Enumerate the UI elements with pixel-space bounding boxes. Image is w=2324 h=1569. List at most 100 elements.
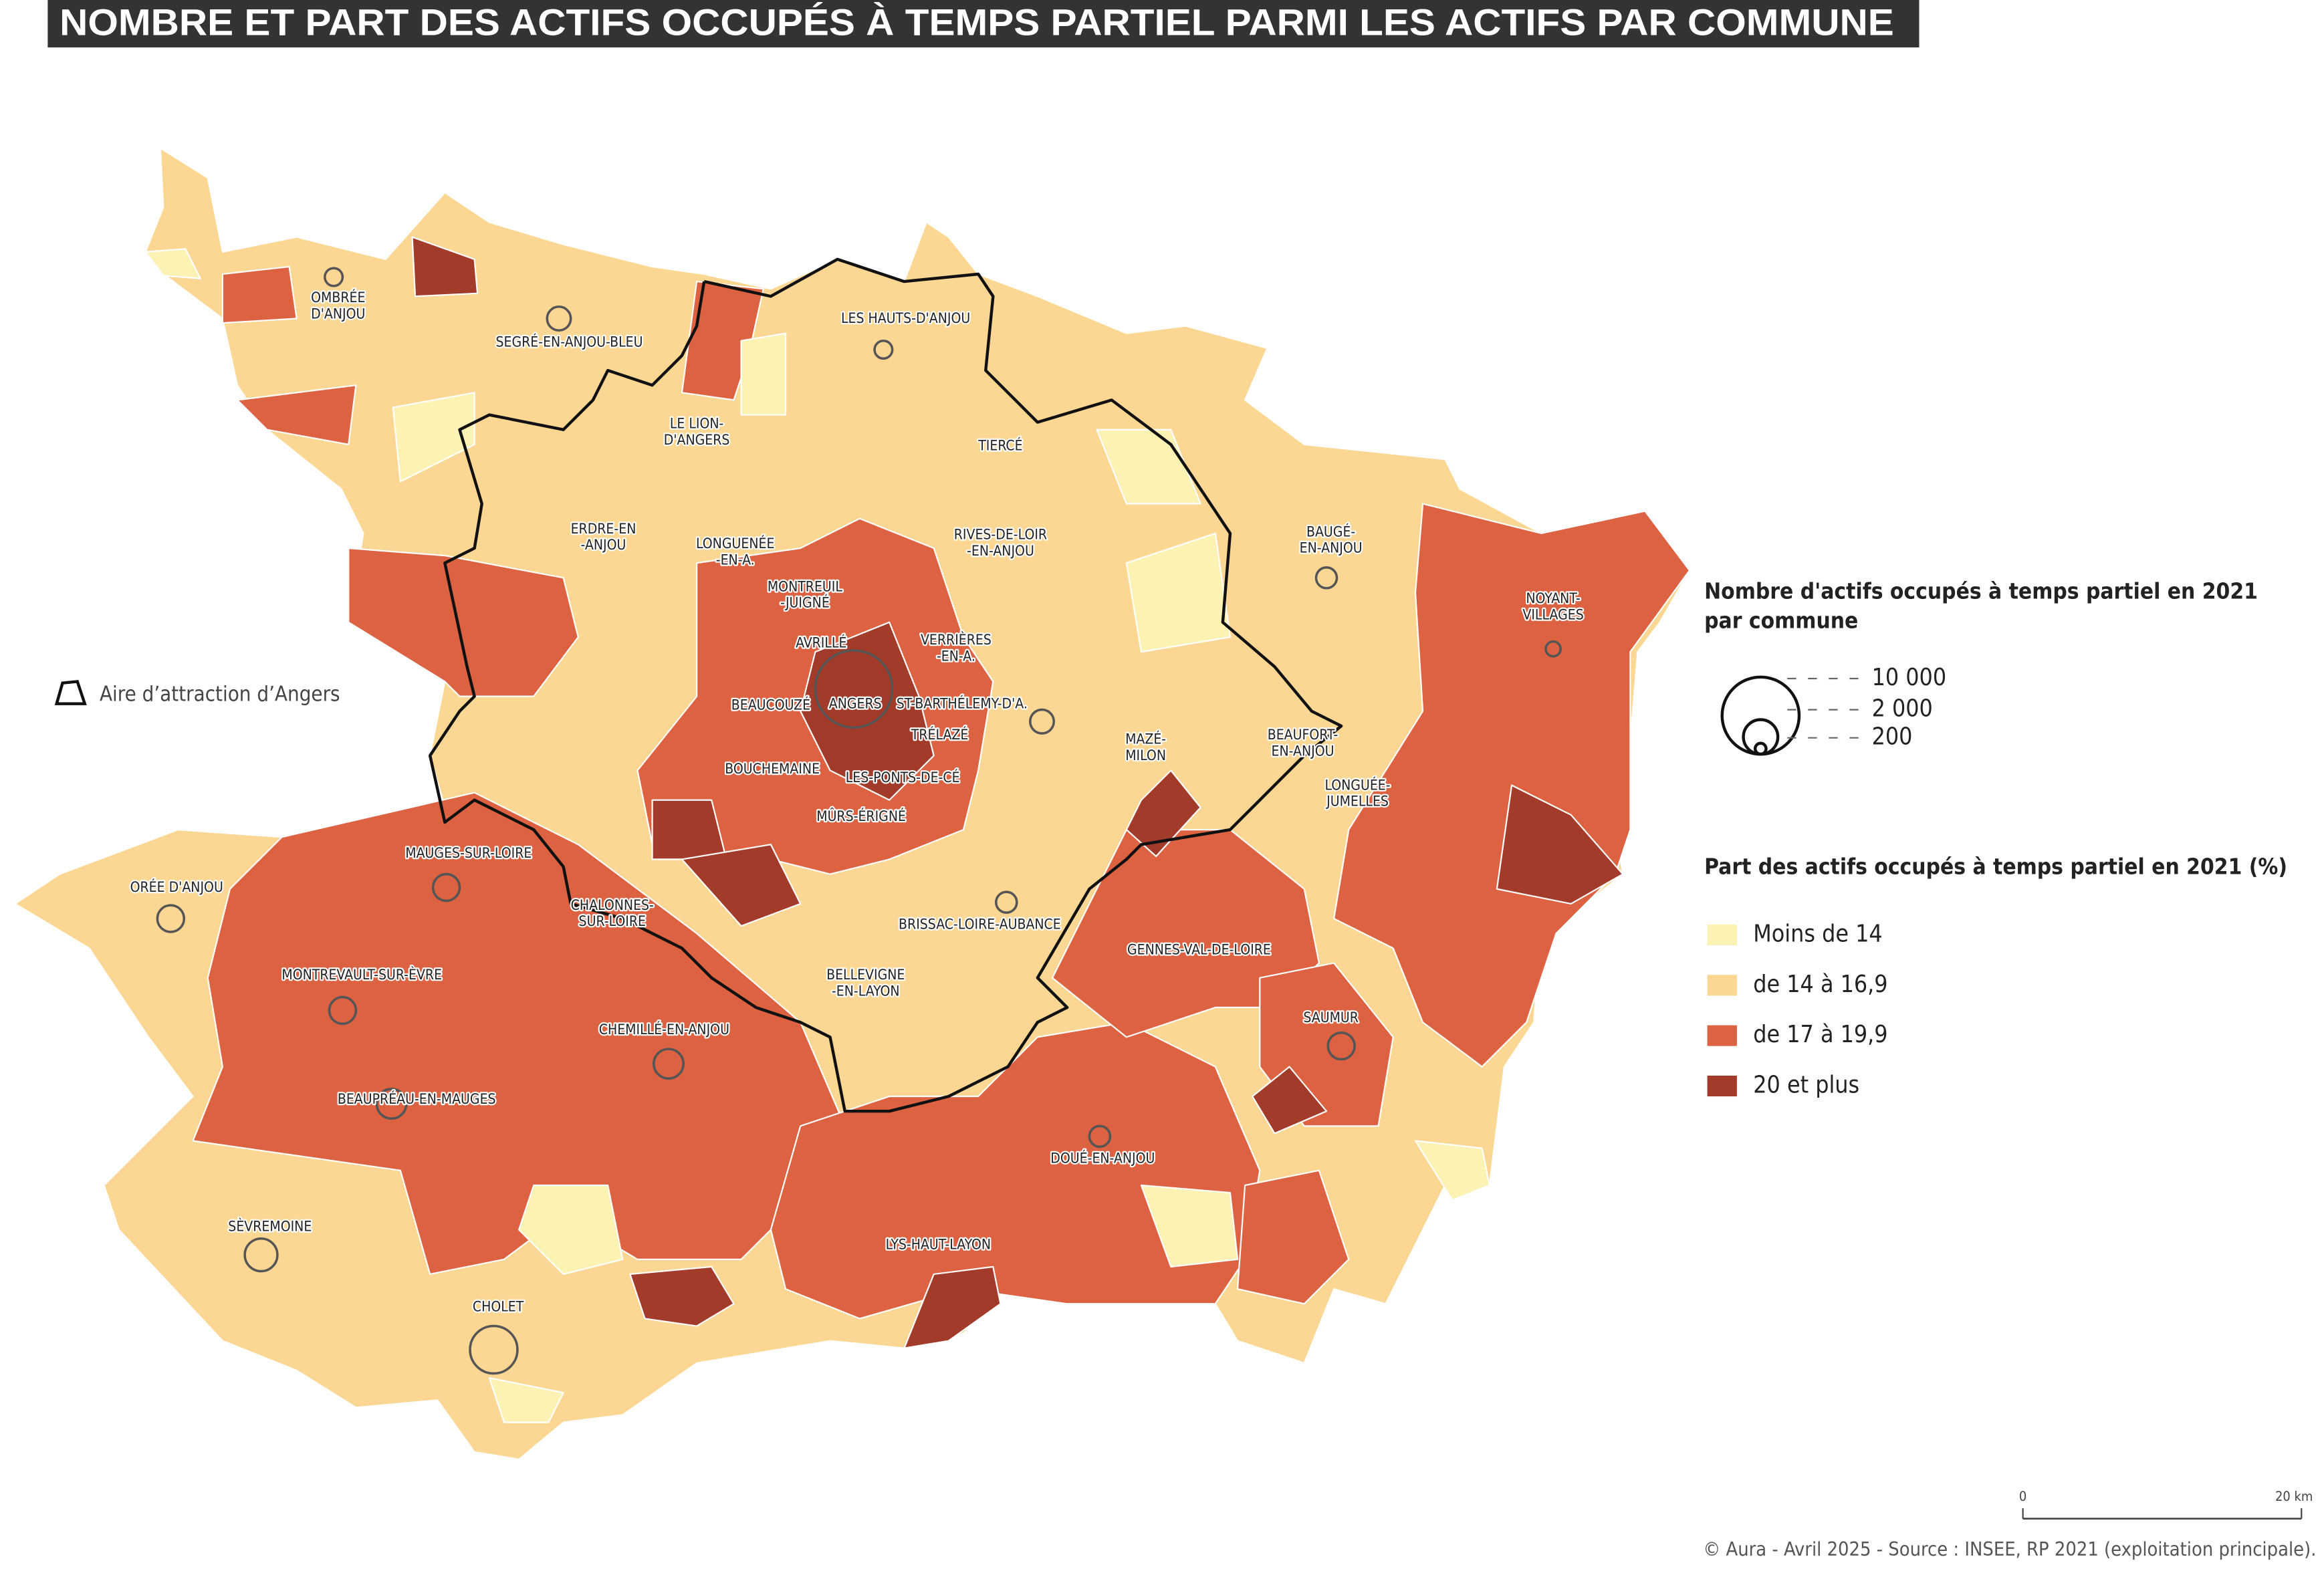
commune-area xyxy=(1252,1066,1328,1134)
commune-label: ST-BARTHÉLEMY-D'A. xyxy=(897,695,1028,711)
commune-label: AVRILLÉ xyxy=(796,634,846,650)
commune-label: MILON xyxy=(1125,747,1166,763)
commune-label: -JUIGNÉ xyxy=(780,594,830,611)
commune-label: VILLAGES xyxy=(1522,606,1583,622)
size-legend-circle xyxy=(1753,741,1768,756)
commune-marker xyxy=(375,1088,408,1120)
commune-area xyxy=(144,248,201,279)
commune-label: ANGERS xyxy=(829,695,882,711)
size-legend-label: 2 000 xyxy=(1872,695,1933,723)
communes xyxy=(14,147,1691,1461)
title-bar xyxy=(47,0,1920,47)
legend-swatch xyxy=(1707,924,1737,945)
aire-legend-symbol xyxy=(54,680,87,705)
commune-label: CHALONNES- xyxy=(571,896,654,913)
commune-label: OMBRÉE xyxy=(311,289,365,306)
commune-area xyxy=(392,392,475,483)
commune-label: CHOLET xyxy=(473,1298,524,1314)
commune-area xyxy=(411,236,479,297)
size-legend-title: Nombre d'actifs occupés à temps partiel … xyxy=(1704,578,2258,604)
commune-marker xyxy=(324,267,344,287)
commune-label: GENNES-VAL-DE-LOIRE xyxy=(1127,941,1271,957)
commune-marker xyxy=(1544,640,1562,658)
source: © Aura - Avril 2025 - Source : INSEE, RP… xyxy=(1703,1538,2316,1560)
commune-label: BEAUFORT- xyxy=(1268,726,1339,743)
commune-area xyxy=(629,1265,735,1327)
commune-label: BOUCHEMAINE xyxy=(725,760,820,777)
commune-label: -EN-LAYON xyxy=(832,982,900,999)
size-legend-circle xyxy=(1742,718,1780,756)
commune-label: SUR-LOIRE xyxy=(579,913,646,929)
commune-label: BRISSAC-LOIRE-AUBANCE xyxy=(899,916,1061,933)
commune-marker xyxy=(243,1237,279,1273)
scale-end: 20 km xyxy=(2275,1488,2313,1504)
commune-label: MAZÉ- xyxy=(1125,731,1166,747)
commune-label: TRÉLAZÉ xyxy=(911,726,969,743)
commune-label: -EN-A. xyxy=(937,647,975,664)
title: NOMBRE ET PART DES ACTIFS OCCUPÉS À TEMP… xyxy=(60,1,1894,43)
commune-label: MONTREUIL xyxy=(768,578,843,594)
commune-area xyxy=(740,332,787,416)
commune-label: LONGUENÉE xyxy=(696,535,774,552)
commune-marker xyxy=(995,890,1018,914)
legend-label: de 17 à 19,9 xyxy=(1753,1021,1887,1048)
commune-label: TIERCÉ xyxy=(977,437,1022,454)
commune-marker xyxy=(156,904,186,933)
commune-label: JUMELLES xyxy=(1326,793,1389,810)
commune-marker xyxy=(1088,1124,1112,1149)
commune-label: EN-ANJOU xyxy=(1272,742,1334,759)
commune-marker xyxy=(814,649,894,729)
commune-label: NOYANT- xyxy=(1526,590,1580,606)
commune-marker xyxy=(873,339,894,360)
commune-marker xyxy=(1314,566,1339,590)
commune-markers xyxy=(156,267,1562,1375)
commune-marker xyxy=(328,995,358,1025)
commune-label: D'ANGERS xyxy=(664,431,730,448)
commune-area xyxy=(488,1376,564,1423)
commune-label: SÈVREMOINE xyxy=(228,1218,312,1235)
commune-marker xyxy=(431,872,461,902)
commune-label: ERDRE-EN xyxy=(571,520,636,537)
commune-area xyxy=(1125,532,1232,653)
commune-area xyxy=(348,547,579,697)
commune-label: LONGUÉE- xyxy=(1324,776,1390,793)
legend-label: Moins de 14 xyxy=(1753,920,1882,947)
commune-area xyxy=(1125,769,1201,858)
commune-marker xyxy=(1326,1031,1356,1061)
commune-area xyxy=(681,844,802,927)
commune-label: EN-ANJOU xyxy=(1300,539,1363,556)
commune-label: LYS-HAUT-LAYON xyxy=(886,1235,992,1252)
commune-label: MONTREVAULT-SUR-ÈVRE xyxy=(281,966,442,983)
legend-swatch xyxy=(1707,1025,1737,1046)
commune-label: MÛRS-ÉRIGNÉ xyxy=(816,808,906,824)
commune-label: MAUGES-SUR-LOIRE xyxy=(405,844,532,861)
commune-label: BEAUCOUZÉ xyxy=(731,697,810,713)
commune-label: D'ANJOU xyxy=(311,305,365,322)
commune-label: ORÉE D'ANJOU xyxy=(130,878,223,895)
commune-area xyxy=(1496,784,1624,905)
scale-start: 0 xyxy=(2019,1488,2026,1504)
commune-area xyxy=(1140,1184,1239,1268)
commune-label: -EN-ANJOU xyxy=(967,542,1034,559)
commune-label: BEAUPRÉAU-EN-MAUGES xyxy=(338,1090,496,1107)
commune-label: CHEMILLÉ-EN-ANJOU xyxy=(599,1021,729,1038)
commune-marker xyxy=(469,1324,519,1375)
commune-label: -ANJOU xyxy=(581,536,626,553)
commune-area xyxy=(192,792,846,1276)
commune-area xyxy=(1051,828,1320,1038)
commune-marker xyxy=(546,305,572,332)
aire-label: Aire d’attraction d’Angers xyxy=(100,682,340,706)
commune-area xyxy=(903,1265,1002,1349)
legend-swatch xyxy=(1707,975,1737,996)
commune-area xyxy=(1414,1140,1490,1201)
commune-label: SEGRÉ-EN-ANJOU-BLEU xyxy=(495,334,643,350)
commune-label: LES-PONTS-DE-CÉ xyxy=(846,769,960,786)
aire-attraction-outline xyxy=(428,257,1343,1113)
commune-area xyxy=(800,621,935,801)
size-legend-label: 200 xyxy=(1872,723,1913,751)
share-legend-title: Part des actifs occupés à temps partiel … xyxy=(1704,854,2287,880)
commune-label: DOUÉ-EN-ANJOU xyxy=(1050,1150,1155,1167)
